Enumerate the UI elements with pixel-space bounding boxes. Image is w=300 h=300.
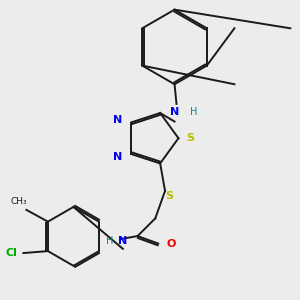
Text: H: H bbox=[106, 236, 114, 246]
Text: H: H bbox=[190, 107, 198, 117]
Text: Cl: Cl bbox=[6, 248, 18, 258]
Text: S: S bbox=[186, 133, 194, 143]
Text: S: S bbox=[165, 191, 173, 201]
Text: N: N bbox=[113, 115, 122, 125]
Text: O: O bbox=[166, 239, 176, 249]
Text: N: N bbox=[170, 107, 179, 117]
Text: N: N bbox=[118, 236, 128, 246]
Text: N: N bbox=[113, 152, 122, 162]
Text: CH₃: CH₃ bbox=[10, 197, 27, 206]
